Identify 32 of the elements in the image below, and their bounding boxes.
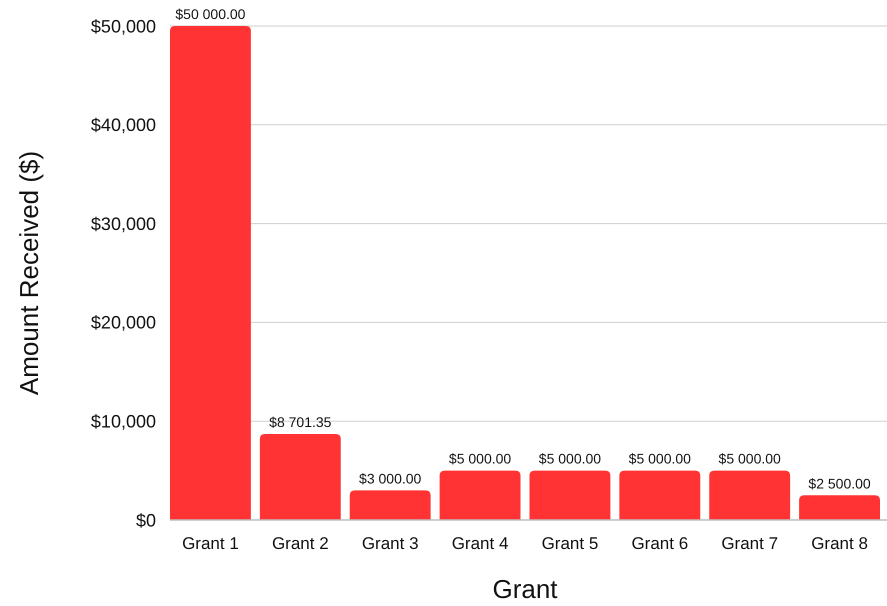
x-tick-label: Grant 3	[362, 534, 419, 553]
bar	[260, 434, 341, 520]
data-label: $5 000.00	[628, 450, 692, 467]
x-tick-label: Grant 7	[721, 534, 778, 553]
x-tick-label: Grant 2	[272, 534, 329, 553]
data-label: $50 000.00	[175, 6, 246, 22]
bar	[619, 470, 700, 520]
y-tick-label: $40,000	[90, 115, 156, 136]
data-label: $5 000.00	[538, 450, 602, 467]
x-tick-label: Grant 4	[452, 534, 508, 553]
y-tick-label: $10,000	[90, 412, 156, 432]
data-label: $5 000.00	[718, 450, 782, 467]
x-tick-label: Grant 1	[182, 534, 239, 553]
bar	[709, 470, 790, 520]
bar	[529, 470, 610, 520]
x-tick-label: Grant 8	[811, 534, 868, 553]
bar	[440, 470, 521, 520]
x-tick-label: Grant 6	[631, 534, 688, 553]
bar	[350, 490, 431, 520]
x-tick-label: Grant 5	[542, 534, 598, 553]
bar	[799, 495, 880, 520]
y-tick-label: $30,000	[90, 214, 156, 234]
y-tick-label: $0	[136, 510, 156, 530]
y-tick-label: $50,000	[90, 16, 156, 36]
data-label: $5 000.00	[448, 450, 512, 467]
y-axis-title: Amount Received ($)	[14, 150, 44, 396]
data-label: $2 500.00	[808, 475, 871, 492]
y-tick-label: $20,000	[90, 312, 156, 333]
bar	[170, 26, 251, 520]
data-label: $8 701.35	[269, 414, 332, 430]
data-label: $3 000.00	[359, 470, 422, 486]
x-axis-title: Grant	[492, 574, 558, 604]
